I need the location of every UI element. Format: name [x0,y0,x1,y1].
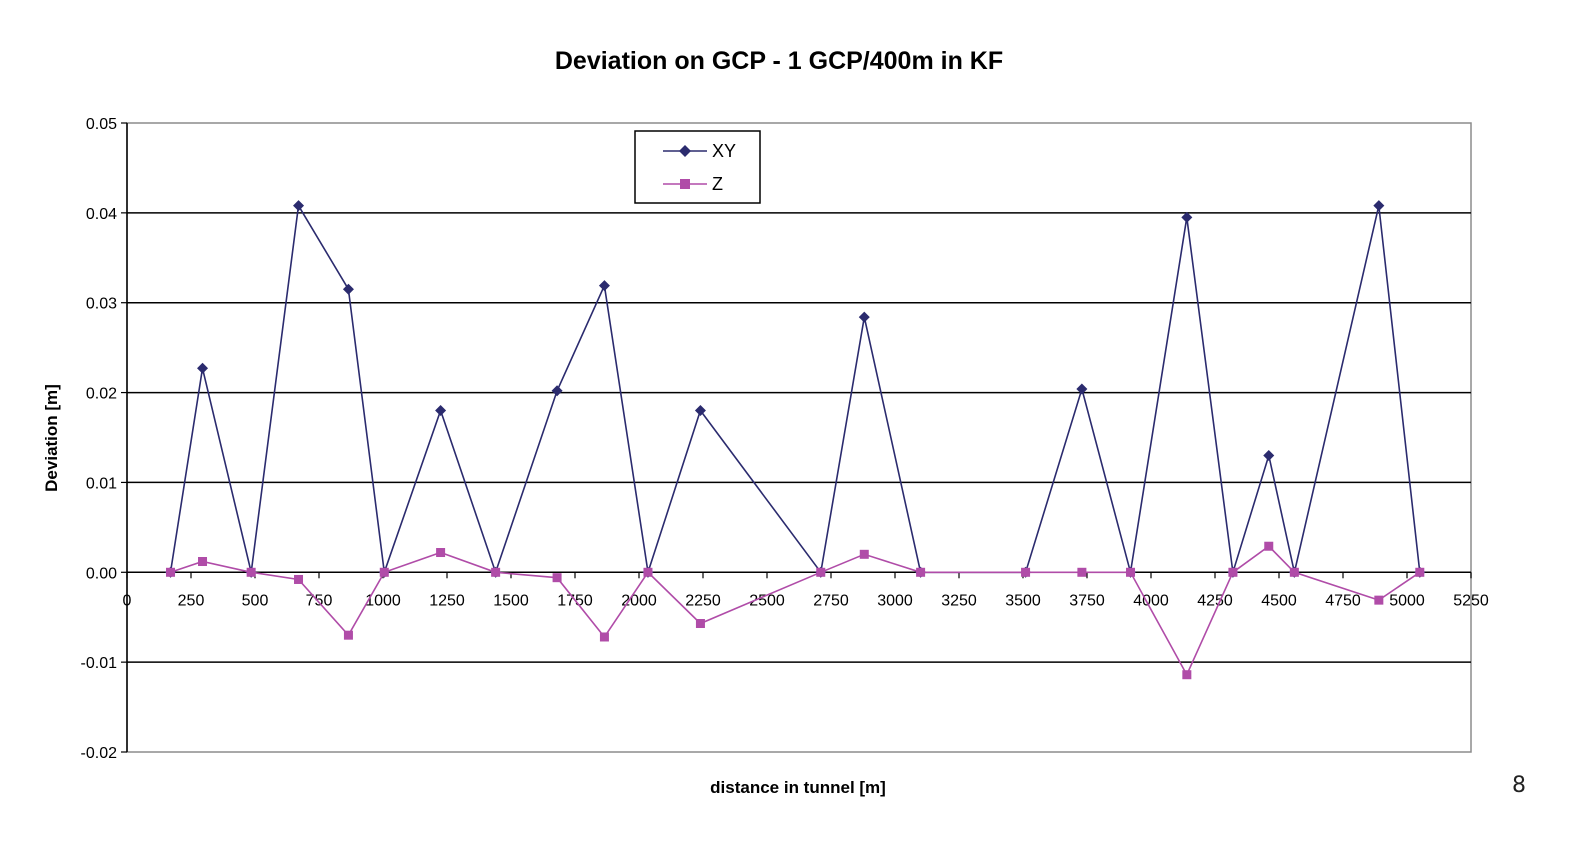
data-point-z [343,630,353,640]
x-tick-label: 4500 [1261,592,1297,609]
data-point-z [599,632,609,642]
x-tick-label: 2250 [685,592,721,609]
x-tick-label: 750 [306,592,333,609]
y-tick-label: -0.01 [81,655,118,672]
y-tick-label: 0.03 [86,296,117,313]
y-tick-label: 0.00 [86,565,117,582]
series-line-xy [169,203,1421,575]
x-tick-label: 3250 [941,592,977,609]
x-tick-label: 5250 [1453,592,1489,609]
data-point-z [198,557,208,567]
x-tick-label: 4250 [1197,592,1233,609]
x-tick-label: 2750 [813,592,849,609]
data-point-z [166,567,176,577]
data-point-z [1264,541,1274,551]
x-tick-label: 4750 [1325,592,1361,609]
legend-z-marker [680,179,690,189]
y-tick-label: -0.02 [81,745,118,762]
x-tick-label: 1250 [429,592,465,609]
x-tick-label: 3000 [877,592,913,609]
data-point-z [1415,567,1425,577]
chart-title: Deviation on GCP - 1 GCP/400m in KF [555,47,1003,75]
data-point-xy [293,200,305,212]
data-point-z [1289,567,1299,577]
data-point-z [643,567,653,577]
data-point-xy [858,311,870,323]
data-point-xy [1181,211,1193,223]
data-point-z [491,567,501,577]
data-point-z [246,567,256,577]
x-tick-label: 5000 [1389,592,1425,609]
x-tick-label: 2500 [749,592,785,609]
data-point-z [1126,567,1136,577]
x-tick-label: 0 [123,592,132,609]
y-tick-label: 0.01 [86,475,117,492]
data-point-z [436,548,446,558]
legend-box [634,130,761,204]
x-tick-label: 2000 [621,592,657,609]
data-point-xy [1373,200,1385,212]
legend-xy-label: XY [712,141,736,161]
data-point-z [695,619,705,629]
x-axis-label: distance in tunnel [m] [710,778,886,797]
data-point-xy [435,405,447,417]
data-point-z [1374,595,1384,605]
y-axis-label: Deviation [m] [42,384,61,492]
x-tick-label: 3750 [1069,592,1105,609]
series-group [165,200,1426,680]
data-point-xy [1263,449,1275,461]
x-tick-label: 500 [242,592,269,609]
plot-area [126,122,1472,753]
y-tick-label: 0.04 [86,206,117,223]
data-point-z [1228,567,1238,577]
x-tick-label: 1500 [493,592,529,609]
data-point-z [1021,567,1031,577]
data-point-z [552,573,562,583]
series-line-z [170,545,1421,677]
data-point-z [379,567,389,577]
y-tick-label: 0.05 [86,116,117,133]
x-tick-label: 3500 [1005,592,1041,609]
data-point-z [1182,670,1192,680]
data-point-xy [1076,383,1088,395]
data-point-z [859,549,869,559]
data-point-xy [694,405,706,417]
data-point-xy [197,362,209,374]
page-number: 8 [1512,773,1526,798]
x-tick-label: 1000 [365,592,401,609]
x-tick-labels: 0 250 500 750 1000 1250 1500 1750 2000 2250 2500 27… [123,592,1489,609]
data-point-xy [598,280,610,292]
legend-xy-marker [679,145,691,157]
data-point-z [816,567,826,577]
data-point-xy [342,283,354,295]
x-tick-label: 250 [178,592,205,609]
y-tick-labels: -0.02 -0.01 0.00 0.01 0.02 0.03 0.04 0.05 [81,116,118,762]
data-point-xy [551,385,563,397]
series-z [166,541,1425,680]
data-point-z [1077,567,1087,577]
legend: XY Z [634,130,761,204]
axes [121,122,1472,753]
x-tick-label: 4000 [1133,592,1169,609]
data-point-z [294,574,304,584]
y-tick-label: 0.02 [86,386,117,403]
legend-z-label: Z [712,174,723,194]
data-point-z [916,567,926,577]
